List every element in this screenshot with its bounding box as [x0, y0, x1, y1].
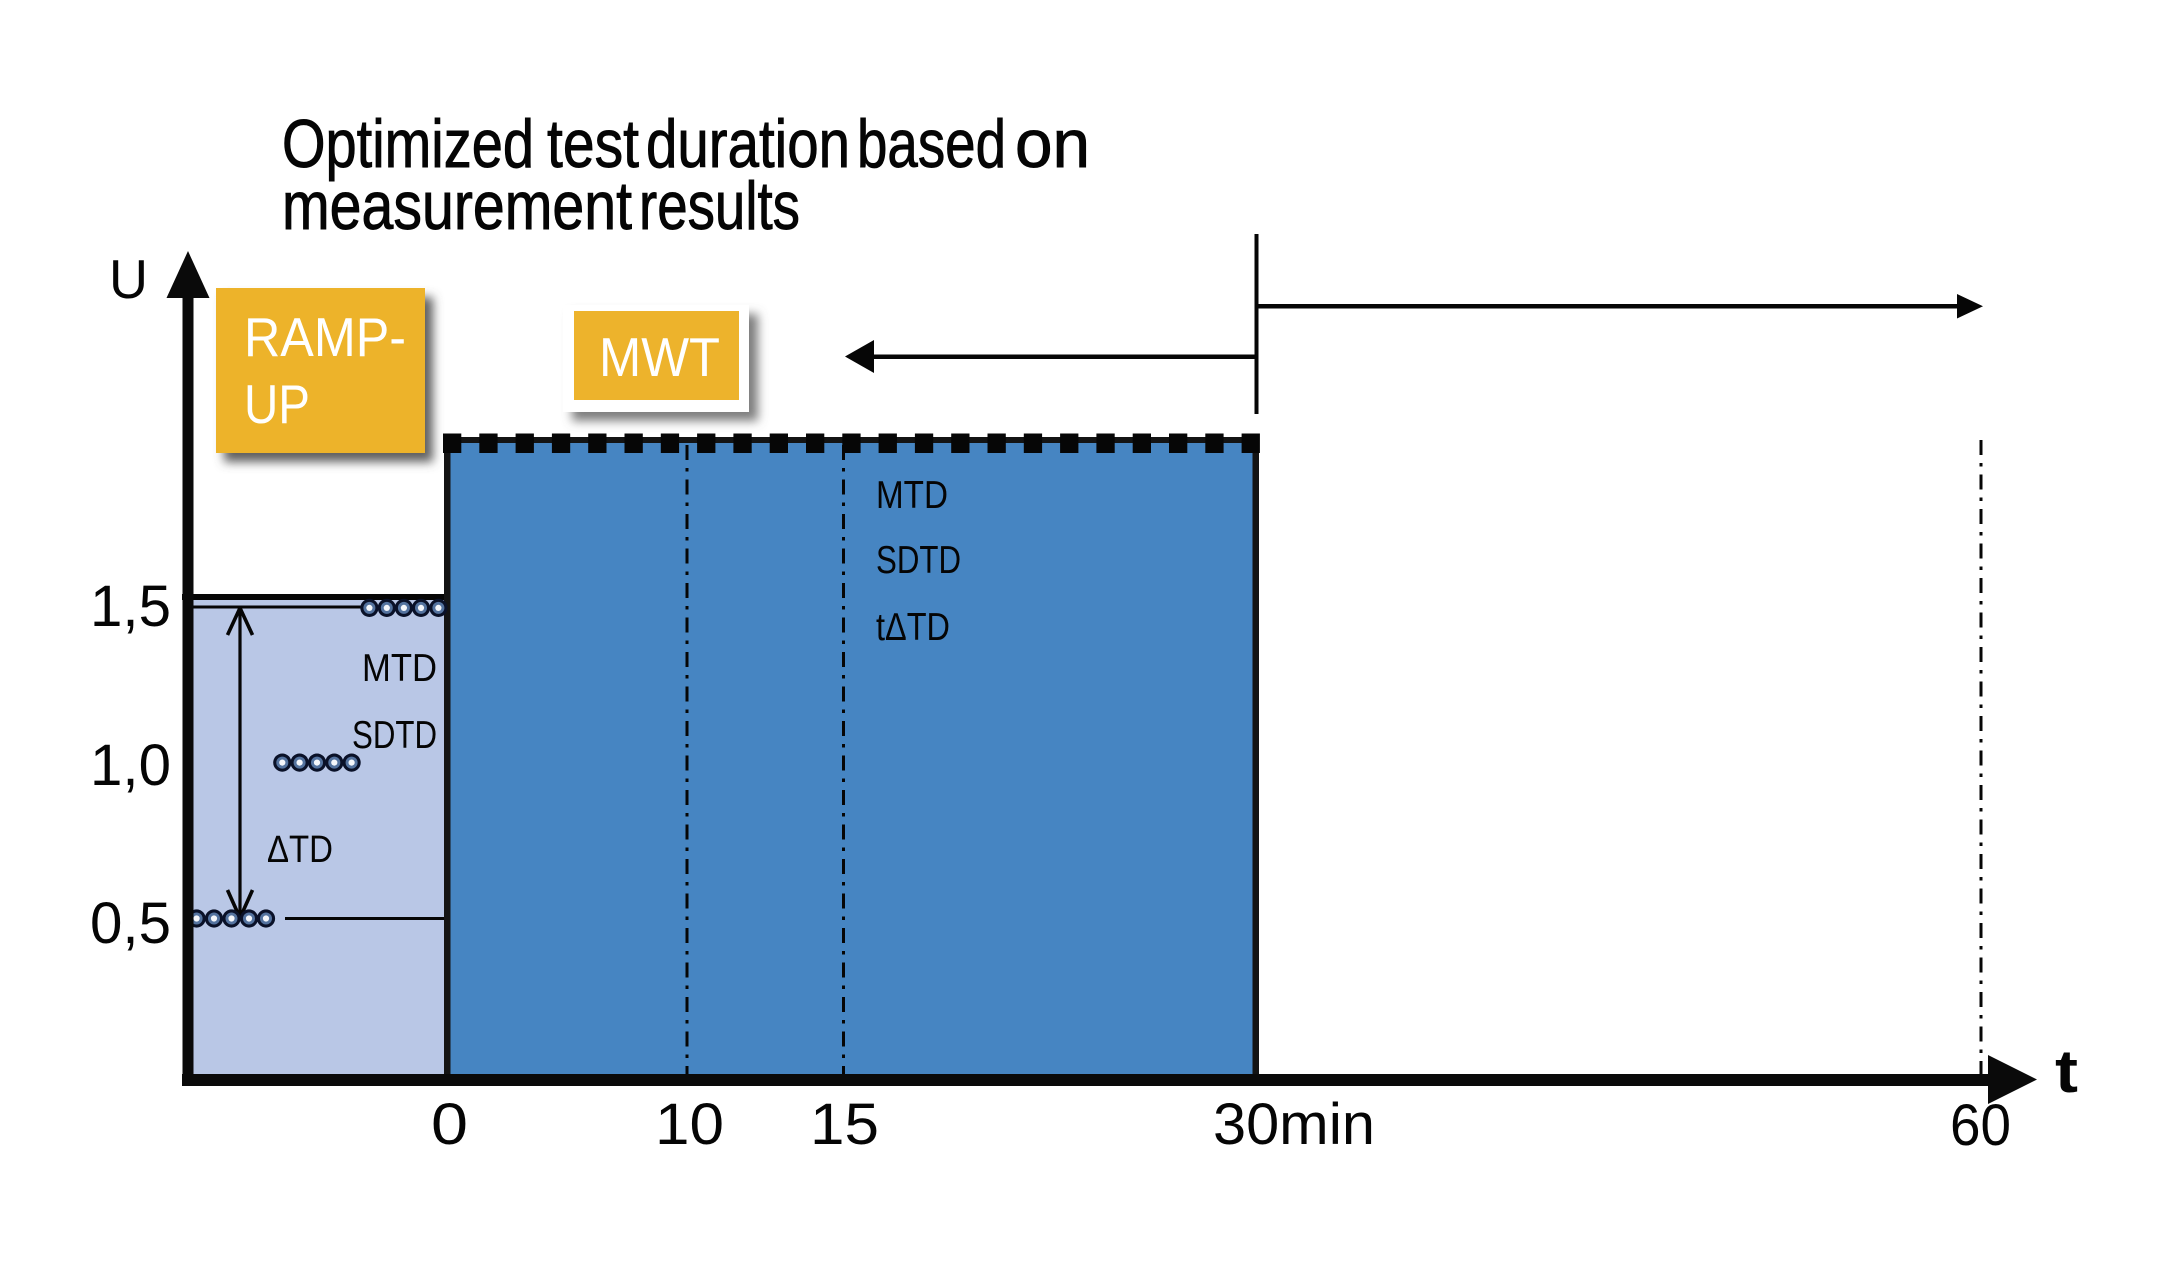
svg-text:15: 15: [810, 1092, 879, 1157]
svg-text:based: based: [857, 106, 1006, 182]
svg-text:test: test: [547, 106, 639, 182]
svg-text:10: 10: [655, 1092, 724, 1157]
svg-text:MWT: MWT: [599, 326, 720, 388]
svg-text:U: U: [109, 248, 148, 310]
svg-text:0: 0: [431, 1092, 468, 1157]
svg-text:60: 60: [1950, 1093, 2011, 1158]
svg-text:SDTD: SDTD: [352, 714, 437, 757]
svg-text:t: t: [2055, 1038, 2078, 1105]
svg-text:MTD: MTD: [362, 647, 437, 690]
svg-text:results: results: [639, 168, 800, 244]
svg-text:MTD: MTD: [876, 474, 948, 517]
svg-text:0,5: 0,5: [90, 891, 171, 956]
svg-text:SDTD: SDTD: [876, 539, 961, 582]
svg-text:1,5: 1,5: [90, 574, 171, 639]
svg-text:measurement: measurement: [282, 168, 632, 244]
svg-text:ΔTD: ΔTD: [267, 829, 333, 871]
svg-text:UP: UP: [244, 373, 310, 435]
svg-text:duration: duration: [646, 106, 850, 182]
svg-text:Optimized: Optimized: [282, 106, 534, 182]
svg-text:on: on: [1015, 106, 1090, 182]
svg-text:1,0: 1,0: [90, 733, 171, 798]
svg-text:RAMP-: RAMP-: [244, 306, 406, 368]
svg-text:30min: 30min: [1213, 1092, 1375, 1157]
svg-text:tΔTD: tΔTD: [876, 606, 950, 649]
